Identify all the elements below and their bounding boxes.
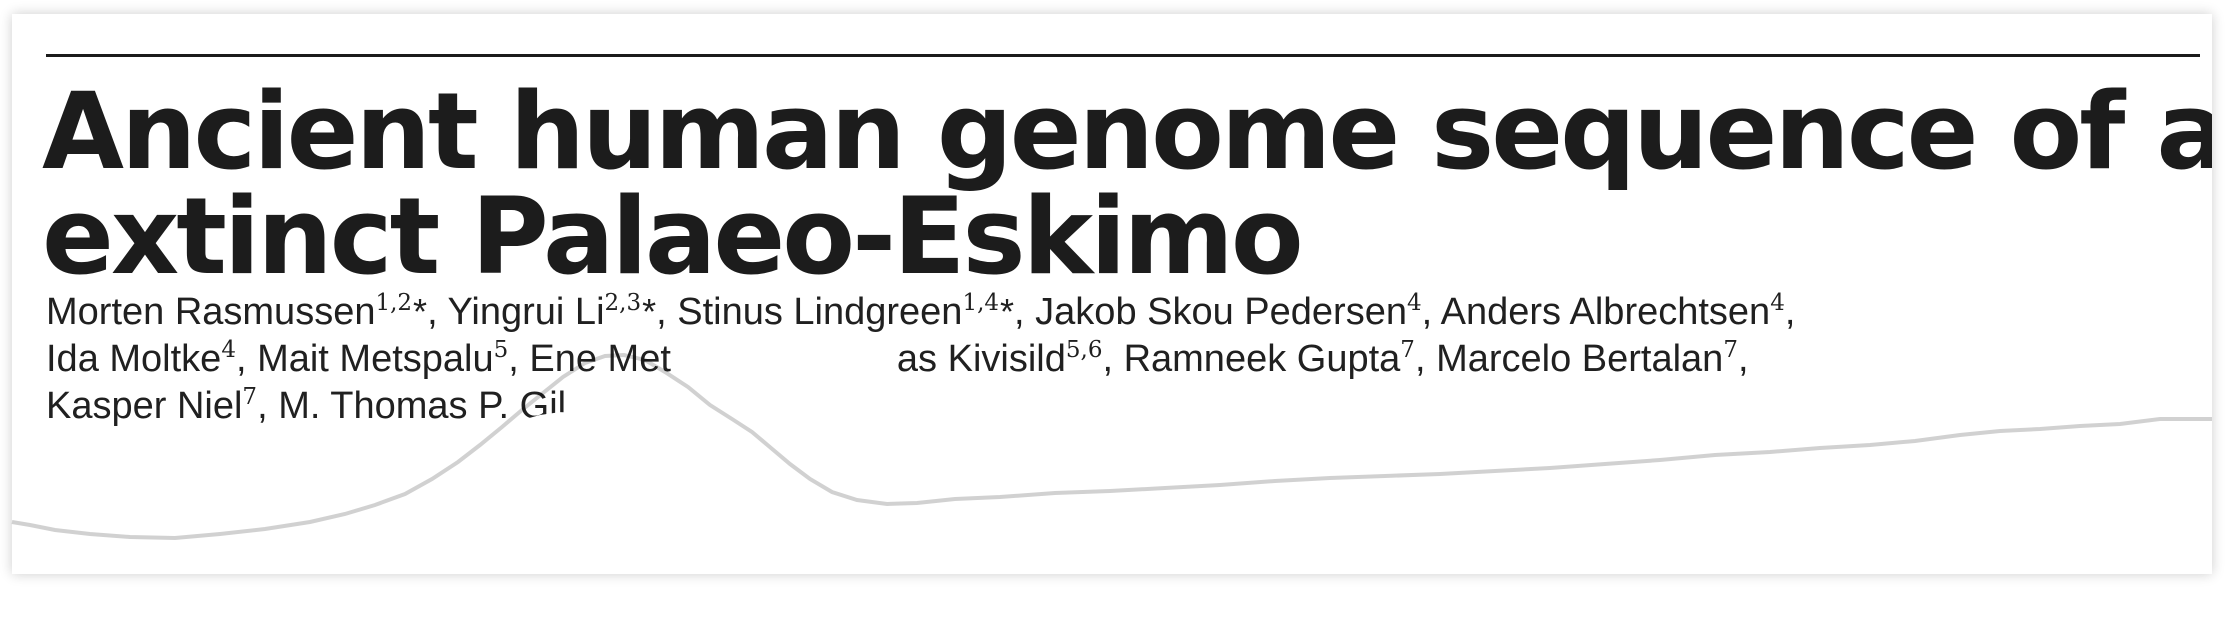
separator: ,	[427, 291, 448, 333]
author-name: Marcelo Bertalan	[1436, 338, 1724, 380]
author-affiliation: 7	[242, 384, 258, 410]
equal-contribution-mark: *	[413, 291, 428, 332]
author-affiliation: 5	[493, 337, 509, 363]
author: Anders Albrechtsen4	[1441, 291, 1785, 333]
author-affiliation: 5,6	[1065, 337, 1103, 363]
author-name: as Kivisild	[896, 338, 1066, 380]
author-affiliation: 1,4	[962, 290, 1000, 316]
author-name: Mait Metspalu	[257, 338, 494, 380]
author-affiliation: 7	[1400, 337, 1415, 363]
author-affiliation: 4	[1770, 290, 1785, 316]
author: Kasper Niel7	[46, 385, 257, 427]
author-affiliation: 1,2	[375, 290, 413, 316]
separator: ,	[1737, 338, 1749, 380]
author-name: Ramneek Gupta	[1123, 338, 1401, 380]
separator: ,	[1784, 291, 1796, 333]
author-name: Kasper Niel	[46, 385, 243, 427]
separator: ,	[1102, 338, 1124, 380]
equal-contribution-mark: *	[642, 291, 657, 332]
author-affiliation: 4	[1406, 290, 1422, 316]
paper-title-line-1: Ancient human genome sequence of an	[42, 70, 2226, 193]
author-row-4: 1,4	[46, 432, 2196, 471]
author-row-3: Kasper Niel7, M. Thomas P. Gil	[46, 385, 2196, 427]
header-rule	[46, 54, 2200, 57]
author-name: Jakob Skou Pedersen	[1035, 291, 1407, 333]
author-name: Morten Rasmussen	[46, 291, 376, 333]
equal-contribution-mark: *	[1000, 291, 1015, 332]
author: Ene Met	[529, 338, 671, 380]
author-affiliation: 7	[1723, 337, 1738, 363]
author: Yingrui Li2,3*	[448, 291, 657, 333]
author-name: Ida Moltke	[46, 338, 222, 380]
paper-fragment: Ancient human genome sequence of an exti…	[12, 14, 2212, 538]
paper-title-line-2: extinct Palaeo-Eskimo	[42, 175, 1304, 298]
author: Morten Rasmussen1,2*	[46, 291, 427, 333]
separator: ,	[1421, 291, 1441, 333]
author: as Kivisild5,6	[897, 338, 1103, 380]
separator: ,	[1014, 291, 1036, 333]
author-name: Ene Met	[529, 338, 671, 380]
author-name: Yingrui Li	[447, 291, 605, 333]
separator: ,	[235, 338, 258, 380]
author-affiliation: 4	[221, 337, 236, 363]
author: Ida Moltke4	[46, 338, 236, 380]
author-affiliation: 2,3	[604, 290, 642, 316]
author: M. Thomas P. Gil	[278, 385, 566, 427]
author-name: Anders Albrechtsen	[1440, 291, 1771, 333]
author: Jakob Skou Pedersen4	[1035, 291, 1421, 333]
author: Ramneek Gupta7	[1124, 338, 1415, 380]
author-name: Stinus Lindgreen	[677, 291, 963, 333]
author-name: M. Thomas P. Gil	[278, 385, 567, 427]
author-row-2: Ida Moltke4, Mait Metspalu5, Ene Met as K…	[46, 338, 2196, 380]
separator: ,	[656, 291, 678, 333]
separator: ,	[1414, 338, 1437, 380]
author-row-1: Morten Rasmussen1,2*, Yingrui Li2,3*, St…	[46, 291, 2196, 333]
author: Stinus Lindgreen1,4*	[677, 291, 1014, 333]
separator: ,	[508, 338, 530, 380]
separator: ,	[257, 385, 279, 427]
author: Marcelo Bertalan7	[1436, 338, 1738, 380]
author: Mait Metspalu5	[257, 338, 508, 380]
